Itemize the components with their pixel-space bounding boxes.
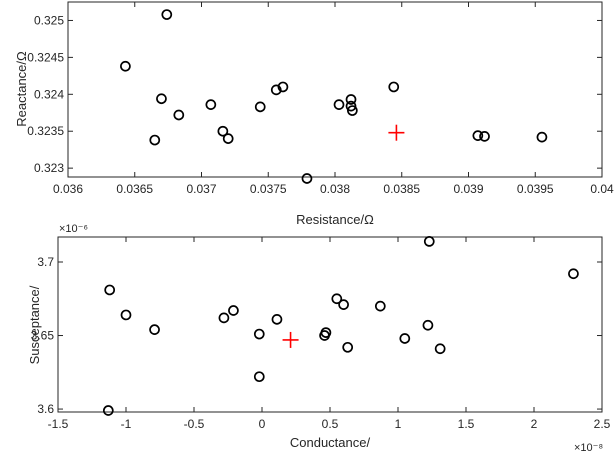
top-data-point (333, 99, 345, 110)
bottom-mean-marker (282, 331, 299, 348)
bottom-data-point (253, 371, 265, 383)
bottom-data-point (423, 236, 435, 247)
bottom-y-tick-label: 3.7 (37, 255, 54, 269)
top-data-point (217, 125, 229, 137)
top-x-tick-label: 0.0365 (116, 182, 153, 196)
bottom-x-tick-label: 1.5 (458, 417, 475, 431)
top-data-point (149, 134, 161, 146)
top-plot-axes: 0.036 0.0365 0.037 0.0375 0.038 0.0385 0.039 0.… (14, 1, 614, 227)
top-data-point (345, 94, 357, 105)
bottom-data-point (422, 319, 434, 331)
top-data-point (277, 81, 289, 93)
bottom-data-point (271, 314, 283, 325)
bottom-data-point (218, 312, 230, 324)
bottom-data-point (120, 309, 132, 321)
top-mean-marker (388, 124, 405, 141)
bottom-data-point (102, 405, 114, 416)
bottom-data-point (338, 299, 349, 310)
bottom-data-point (399, 333, 411, 344)
top-plot-area (67, 1, 603, 178)
bottom-y-tick-label: 3.6 (37, 402, 54, 416)
top-data-point (479, 131, 490, 142)
bottom-data-point (253, 328, 265, 340)
top-x-tick-label: 0.04 (590, 182, 614, 196)
bottom-data-point (331, 293, 343, 305)
top-y-tick-label: 0.3245 (27, 50, 64, 64)
bottom-x-tick-label: 2.5 (594, 417, 611, 431)
bottom-x-tick-label: 0 (259, 417, 266, 431)
top-data-point (120, 60, 131, 72)
top-x-tick-label: 0.0385 (383, 182, 420, 196)
bottom-data-point (374, 300, 386, 312)
bottom-x-exponent: ×10⁻⁸ (574, 442, 603, 454)
bottom-data-point (342, 341, 354, 353)
bottom-data-point (568, 268, 579, 280)
bottom-data-point (228, 305, 239, 316)
top-data-point (161, 9, 173, 20)
top-x-tick-label: 0.039 (453, 182, 483, 196)
top-data-point (156, 93, 167, 105)
top-plot-ticks: 0.036 0.0365 0.037 0.0375 0.038 0.0385 0.039 0.… (27, 2, 614, 196)
bottom-x-tick-label: -0.5 (184, 417, 205, 431)
bottom-y-axis-label: Susceptance/ (27, 285, 42, 364)
bottom-x-tick-label: 2 (531, 417, 538, 431)
top-y-tick-label: 0.324 (34, 87, 64, 101)
top-x-tick-label: 0.0395 (517, 182, 554, 196)
top-x-tick-label: 0.037 (186, 182, 216, 196)
bottom-data-point (149, 324, 160, 335)
bottom-x-tick-label: 0.5 (322, 417, 339, 431)
bottom-plot-ticks: -1.5 -1 -0.5 0 0.5 1 1.5 2 2.5 3.6 3.65 3.7 (31, 237, 611, 431)
top-data-point (222, 133, 234, 144)
bottom-data-point (320, 327, 332, 338)
top-x-tick-label: 0.0375 (250, 182, 287, 196)
top-y-tick-label: 0.325 (34, 13, 64, 27)
bottom-y-exponent: ×10⁻⁶ (59, 223, 88, 235)
top-data-point (254, 101, 266, 113)
bottom-plot-marks (102, 236, 579, 416)
top-data-point (205, 99, 217, 110)
top-data-point (536, 131, 548, 143)
bottom-x-tick-label: -1 (121, 417, 132, 431)
bottom-y-tick-label: 3.65 (31, 329, 55, 343)
top-data-point (472, 130, 484, 141)
bottom-data-point (434, 343, 446, 355)
top-data-point (173, 109, 185, 121)
bottom-plot-axes: -1.5 -1 -0.5 0 0.5 1 1.5 2 2.5 3.6 3.65 3.7 Conduct… (27, 223, 611, 454)
top-x-tick-label: 0.038 (320, 182, 350, 196)
bottom-x-tick-label: -1.5 (48, 417, 69, 431)
top-plot-marks (120, 9, 548, 184)
top-data-point (388, 81, 400, 93)
top-data-point (347, 105, 358, 116)
bottom-data-point (104, 284, 116, 296)
top-data-point (345, 100, 357, 112)
bottom-x-tick-label: 1 (395, 417, 402, 431)
top-y-axis-label: Reactance/Ω (14, 51, 29, 127)
top-data-point (270, 84, 282, 96)
top-y-tick-label: 0.3235 (27, 124, 64, 138)
top-x-axis-label: Resistance/Ω (296, 212, 374, 227)
top-y-tick-label: 0.323 (34, 161, 64, 175)
top-x-tick-label: 0.036 (53, 182, 83, 196)
bottom-x-axis-label: Conductance/ (290, 435, 371, 450)
bottom-plot-area (57, 236, 603, 413)
top-data-point (301, 173, 313, 184)
